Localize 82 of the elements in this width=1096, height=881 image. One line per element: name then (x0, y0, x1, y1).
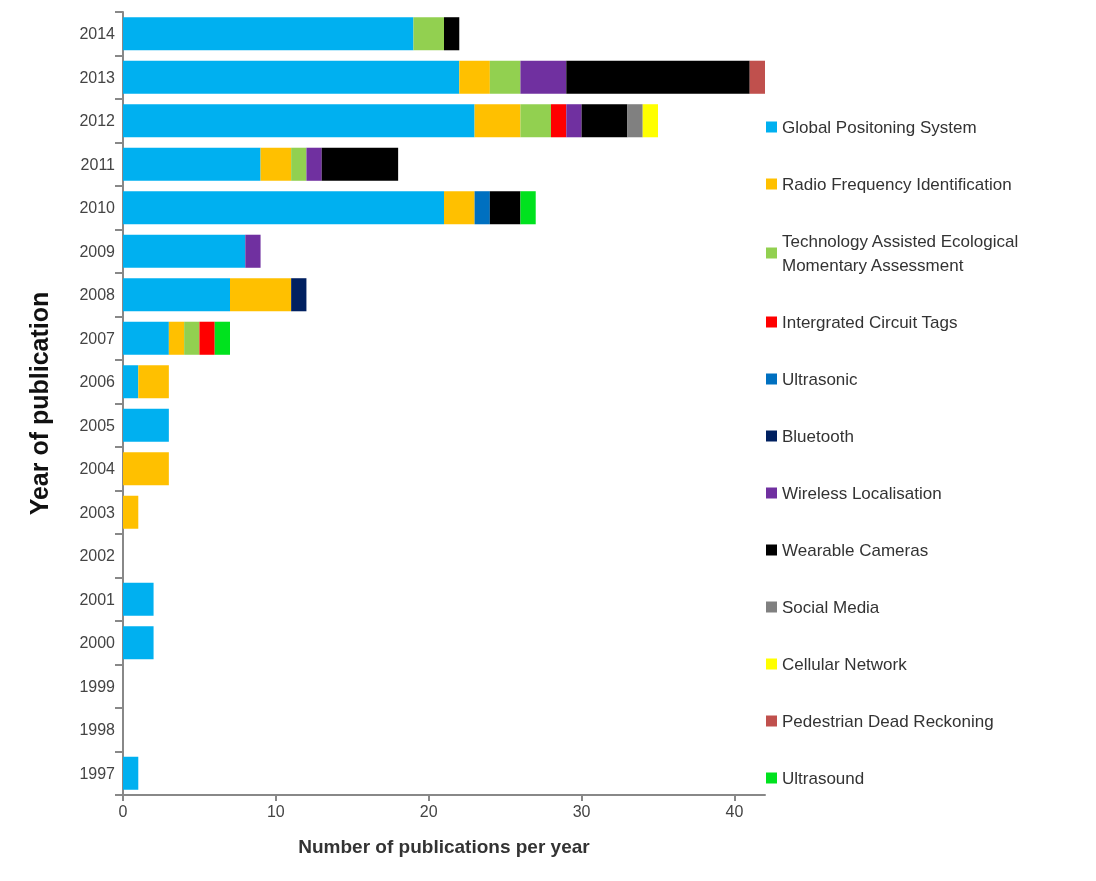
y-tick-label: 2000 (79, 634, 116, 652)
x-tick-label: 10 (266, 802, 285, 820)
bar (123, 278, 230, 312)
x-tick-label: 40 (725, 802, 744, 820)
bar (123, 756, 139, 790)
bar (168, 321, 185, 355)
y-tick-label: 2008 (79, 286, 116, 304)
y-tick-label: 2012 (79, 112, 116, 130)
bar (123, 626, 154, 660)
y-tick-label: 1997 (79, 764, 116, 782)
bar (123, 104, 475, 138)
bar (123, 321, 169, 355)
bar (199, 321, 215, 355)
bar (474, 191, 490, 225)
y-tick-label: 2014 (79, 25, 116, 43)
y-tick-label: 2003 (79, 503, 116, 521)
y-tick-label: 2004 (79, 460, 116, 478)
bar (444, 17, 460, 51)
bar (123, 365, 139, 399)
bar (444, 191, 475, 225)
legend-label: Global Positoning System (782, 117, 977, 137)
legend-label: Ultrasonic (782, 369, 859, 389)
bar (123, 191, 444, 225)
bar (123, 60, 460, 94)
bar (138, 365, 169, 399)
bar (413, 17, 444, 51)
bar (321, 147, 399, 181)
bar (489, 60, 521, 94)
legend-label: Social Media (782, 597, 880, 617)
x-tick-label: 20 (419, 802, 438, 820)
y-tick-label: 2009 (79, 242, 116, 260)
bar (474, 104, 521, 138)
bar (642, 104, 658, 138)
legend-label: Pedestrian Dead Reckoning (782, 711, 994, 731)
bar (459, 60, 490, 94)
bar (123, 452, 169, 486)
bar (551, 104, 567, 138)
bar (520, 191, 536, 225)
bar (123, 234, 246, 268)
y-tick-label: 2005 (79, 416, 116, 434)
y-tick-label: 2001 (79, 590, 116, 608)
y-tick-label: 2006 (79, 373, 116, 391)
bar (123, 408, 169, 442)
bar (520, 60, 567, 94)
bar (749, 60, 765, 94)
bar (306, 147, 322, 181)
legend-label: Radio Frequency Identification (782, 174, 1012, 194)
y-tick-label: 2007 (79, 329, 116, 347)
legend-label: Wireless Localisation (782, 483, 942, 503)
bar (566, 60, 750, 94)
legend-label: Technology Assisted Ecological Momentary Assessment (782, 231, 1023, 275)
x-tick-label: 0 (118, 802, 128, 820)
legend-label: Bluetooth (782, 426, 854, 446)
y-axis-title: Year of publication (24, 291, 53, 516)
bar (291, 278, 307, 312)
y-tick-label: 1999 (79, 677, 116, 695)
bar (520, 104, 551, 138)
bar (489, 191, 521, 225)
bar (627, 104, 643, 138)
x-axis-title: Number of publications per year (298, 836, 591, 857)
bar (245, 234, 261, 268)
legend-label: Ultrasound (782, 768, 865, 788)
y-tick-label: 2010 (79, 199, 116, 217)
bar (123, 495, 139, 529)
legend-label: Cellular Network (782, 654, 908, 674)
y-tick-label: 2011 (80, 155, 116, 173)
bar (123, 147, 261, 181)
bar (291, 147, 307, 181)
x-tick-label: 30 (572, 802, 591, 820)
bar (260, 147, 292, 181)
bar (123, 582, 154, 616)
y-tick-label: 2013 (79, 68, 116, 86)
bar (566, 104, 582, 138)
legend-label: Wearable Cameras (782, 540, 929, 560)
y-tick-label: 2002 (79, 547, 116, 565)
bar (230, 278, 292, 312)
legend-label: Intergrated Circuit Tags (782, 312, 958, 332)
y-tick-label: 1998 (79, 721, 116, 739)
bar (184, 321, 200, 355)
bar (123, 17, 414, 51)
bar (214, 321, 230, 355)
bar (581, 104, 628, 138)
